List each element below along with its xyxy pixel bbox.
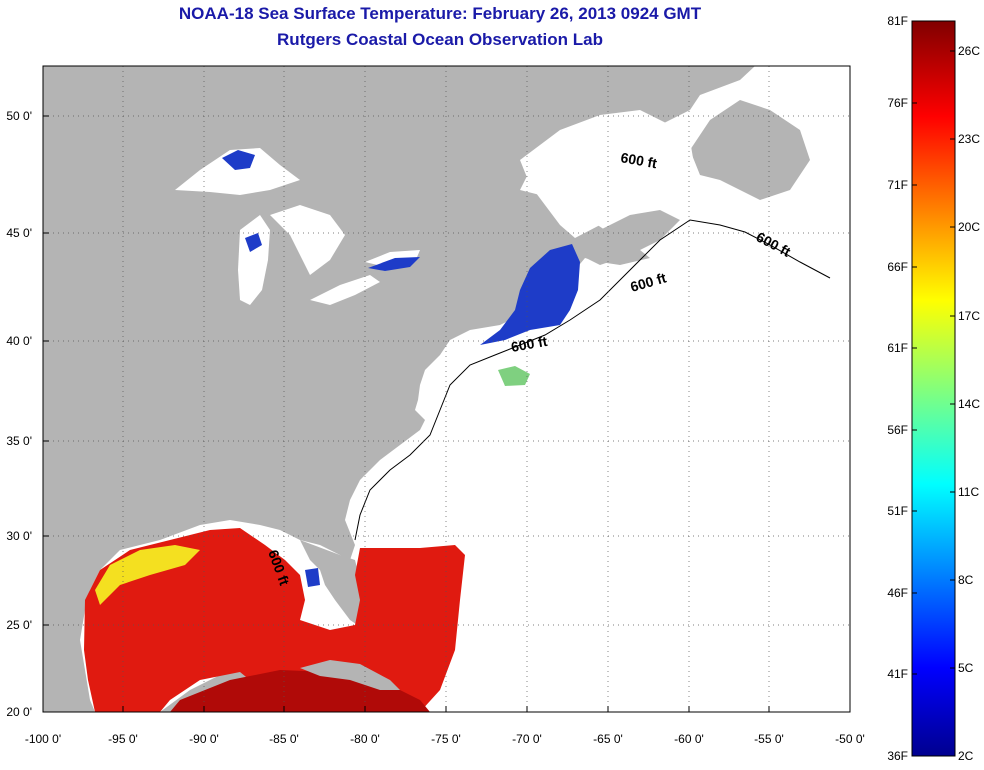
lon-label-90: -90 0' xyxy=(189,732,219,746)
colorbar-f-61: 61F xyxy=(887,341,908,355)
colorbar-c-2: 2C xyxy=(958,749,974,763)
colorbar-c-8: 8C xyxy=(958,573,974,587)
lat-label-40: 40 0' xyxy=(6,334,32,348)
land-florida xyxy=(300,540,370,630)
map-subtitle: Rutgers Coastal Ocean Observation Lab xyxy=(277,30,603,49)
map-ticks xyxy=(43,115,770,712)
colorbar-c-26: 26C xyxy=(958,44,981,58)
sst-gulf-of-mexico xyxy=(84,528,465,712)
sst-gulf-of-maine xyxy=(480,244,580,345)
gulf-st-lawrence xyxy=(520,110,695,238)
colorbar-c-17: 17C xyxy=(958,309,981,323)
colorbar-ticks xyxy=(912,50,955,675)
lon-label-100: -100 0' xyxy=(24,732,62,746)
colorbar-c-5: 5C xyxy=(958,661,974,675)
lon-label-60: -60 0' xyxy=(674,732,704,746)
lon-label-75: -75 0' xyxy=(431,732,461,746)
lake-huron xyxy=(270,205,345,275)
sst-apalachee-bay xyxy=(305,568,320,587)
colorbar-c-14: 14C xyxy=(958,397,981,411)
isobath-label-1: 600 ft xyxy=(619,149,658,171)
colorbar-f-66: 66F xyxy=(887,260,908,274)
colorbar-f-51: 51F xyxy=(887,504,908,518)
colorbar-f-81: 81F xyxy=(887,14,908,28)
colorbar-f-46: 46F xyxy=(887,586,908,600)
lon-label-70: -70 0' xyxy=(512,732,542,746)
colorbar xyxy=(911,20,956,757)
colorbar-c-23: 23C xyxy=(958,132,981,146)
lat-label-35: 35 0' xyxy=(6,434,32,448)
lat-label-30: 30 0' xyxy=(6,529,32,543)
lake-erie xyxy=(310,275,380,305)
lake-michigan xyxy=(238,215,270,305)
land-cuba xyxy=(300,660,400,690)
lon-label-55: -55 0' xyxy=(754,732,784,746)
sst-offshore-speck xyxy=(498,366,530,386)
lat-label-50: 50 0' xyxy=(6,109,32,123)
isobath-600ft xyxy=(354,219,831,541)
lat-label-25: 25 0' xyxy=(6,618,32,632)
sst-yellow-shelf xyxy=(95,545,200,605)
lake-superior xyxy=(175,148,300,195)
lon-label-50: -50 0' xyxy=(835,732,865,746)
lon-label-65: -65 0' xyxy=(593,732,623,746)
lat-label-45: 45 0' xyxy=(6,226,32,240)
land-nova-scotia xyxy=(570,210,680,265)
lat-label-20: 20 0' xyxy=(6,705,32,719)
lon-label-80: -80 0' xyxy=(350,732,380,746)
lon-label-85: -85 0' xyxy=(269,732,299,746)
land-newfoundland xyxy=(690,100,810,200)
colorbar-f-36: 36F xyxy=(887,749,908,763)
sst-lake-erie xyxy=(368,257,420,271)
colorbar-f-76: 76F xyxy=(887,96,908,110)
sst-lake-superior xyxy=(222,150,255,170)
colorbar-c-20: 20C xyxy=(958,220,981,234)
sst-lake-michigan xyxy=(245,233,262,252)
isobath-label-4: 600 ft xyxy=(510,333,549,355)
colorbar-f-71: 71F xyxy=(887,178,908,192)
colorbar-c-11: 11C xyxy=(958,485,980,499)
lon-label-95: -95 0' xyxy=(108,732,138,746)
map-title: NOAA-18 Sea Surface Temperature: Februar… xyxy=(178,4,702,23)
colorbar-f-56: 56F xyxy=(887,423,908,437)
colorbar-f-41: 41F xyxy=(887,667,908,681)
